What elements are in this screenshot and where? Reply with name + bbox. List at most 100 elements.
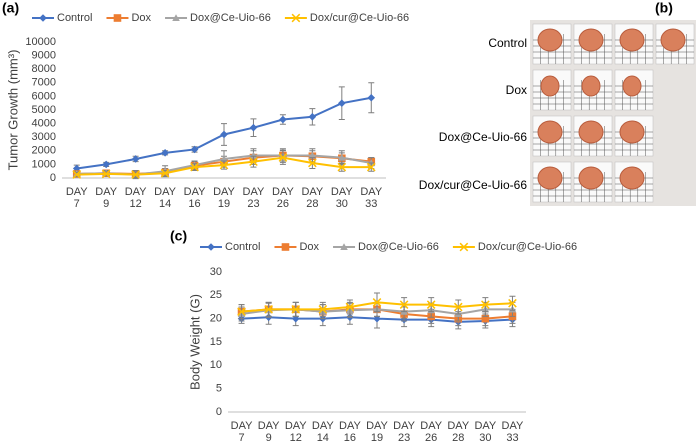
marker bbox=[160, 168, 170, 178]
marker bbox=[345, 302, 355, 312]
tumor bbox=[660, 28, 686, 52]
legend-label: Dox@Ce-Uio-66 bbox=[358, 241, 439, 253]
marker bbox=[249, 123, 258, 132]
x-tick-label: DAY 28 bbox=[301, 186, 324, 210]
x-tick-label: DAY 33 bbox=[360, 186, 383, 210]
x-tick-label: DAY 7 bbox=[65, 186, 88, 210]
tumor bbox=[537, 166, 563, 190]
y-tick-label: 10 bbox=[210, 359, 222, 371]
y-tick-label: 1000 bbox=[32, 158, 56, 170]
marker bbox=[291, 13, 301, 23]
marker bbox=[102, 160, 110, 169]
tumor bbox=[578, 120, 604, 144]
row-label: Dox@Ce-Uio-66 bbox=[439, 130, 528, 144]
x-tick-label: DAY 33 bbox=[501, 420, 524, 444]
marker bbox=[481, 300, 490, 309]
marker bbox=[249, 157, 258, 167]
legend-label: Dox/cur@Ce-Uio-66 bbox=[310, 12, 409, 24]
marker bbox=[338, 99, 346, 107]
tumor bbox=[537, 120, 563, 144]
legend-label: Control bbox=[225, 241, 260, 253]
marker bbox=[308, 113, 317, 121]
marker bbox=[131, 170, 140, 179]
x-tick-label: DAY 16 bbox=[339, 420, 361, 444]
row-label: Dox bbox=[506, 83, 527, 97]
x-tick-label: DAY 14 bbox=[311, 420, 334, 444]
marker bbox=[190, 162, 199, 172]
marker bbox=[318, 305, 328, 314]
x-tick-label: DAY 7 bbox=[230, 420, 253, 444]
tumor bbox=[619, 120, 645, 144]
marker bbox=[308, 158, 317, 168]
marker bbox=[190, 145, 199, 154]
y-tick-label: 0 bbox=[216, 406, 222, 418]
x-tick-label: DAY 19 bbox=[213, 186, 235, 210]
marker bbox=[308, 151, 317, 159]
x-tick-label: DAY 16 bbox=[183, 186, 206, 210]
y-axis-title: Body Weight (G) bbox=[187, 294, 202, 390]
row-label: Dox/cur@Ce-Uio-66 bbox=[419, 178, 528, 192]
x-tick-label: DAY 28 bbox=[447, 420, 470, 444]
x-tick-label: DAY 14 bbox=[154, 186, 176, 210]
marker bbox=[508, 298, 517, 308]
marker bbox=[113, 14, 122, 22]
tumor bbox=[537, 28, 563, 52]
marker bbox=[426, 300, 436, 309]
tumor bbox=[622, 75, 642, 97]
tumor-photo bbox=[532, 23, 695, 203]
y-tick-label: 4000 bbox=[32, 118, 56, 130]
legend-label: Dox@Ce-Uio-66 bbox=[190, 12, 271, 24]
marker bbox=[366, 162, 376, 172]
marker bbox=[281, 243, 290, 251]
y-tick-label: 25 bbox=[210, 289, 222, 301]
marker bbox=[372, 298, 382, 307]
y-tick-label: 20 bbox=[210, 313, 222, 325]
series bbox=[237, 292, 517, 320]
marker bbox=[219, 160, 229, 170]
legend-item: Dox/cur@Ce-Uio-66 bbox=[452, 241, 577, 253]
panel-label: (c) bbox=[170, 228, 187, 244]
marker bbox=[340, 243, 348, 251]
y-tick-label: 5000 bbox=[32, 104, 56, 116]
marker bbox=[101, 169, 111, 179]
y-tick-label: 6000 bbox=[32, 90, 56, 102]
y-tick-label: 5 bbox=[216, 383, 222, 395]
x-tick-label: DAY 23 bbox=[242, 186, 265, 210]
marker bbox=[367, 93, 376, 102]
marker bbox=[220, 130, 228, 139]
y-tick-label: 8000 bbox=[32, 63, 56, 75]
row-label: Control bbox=[488, 36, 527, 50]
marker bbox=[237, 307, 246, 316]
marker bbox=[220, 155, 228, 162]
legend-label: Dox/cur@Ce-Uio-66 bbox=[478, 241, 577, 253]
marker bbox=[131, 155, 140, 163]
x-tick-label: DAY 9 bbox=[257, 420, 280, 444]
y-tick-label: 10000 bbox=[25, 36, 56, 48]
marker bbox=[291, 305, 301, 314]
marker bbox=[264, 305, 273, 314]
tumor bbox=[581, 75, 601, 97]
y-tick-label: 2000 bbox=[32, 145, 56, 157]
x-tick-label: DAY 12 bbox=[124, 186, 147, 210]
marker bbox=[249, 151, 258, 159]
marker bbox=[453, 302, 463, 312]
x-tick-label: DAY 12 bbox=[284, 420, 307, 444]
marker bbox=[207, 243, 215, 251]
x-tick-label: DAY 30 bbox=[474, 420, 497, 444]
marker bbox=[337, 162, 347, 172]
y-tick-label: 9000 bbox=[32, 50, 56, 62]
x-tick-label: DAY 9 bbox=[95, 186, 118, 210]
y-tick-label: 7000 bbox=[32, 77, 56, 89]
marker bbox=[172, 14, 180, 22]
legend-item: Control bbox=[200, 241, 260, 253]
legend-item: Dox bbox=[274, 241, 320, 253]
marker bbox=[72, 170, 82, 179]
tumor bbox=[619, 28, 645, 52]
marker bbox=[279, 115, 287, 124]
marker bbox=[278, 153, 288, 162]
x-tick-label: DAY 26 bbox=[272, 186, 294, 210]
marker bbox=[399, 300, 409, 309]
marker bbox=[338, 153, 346, 161]
